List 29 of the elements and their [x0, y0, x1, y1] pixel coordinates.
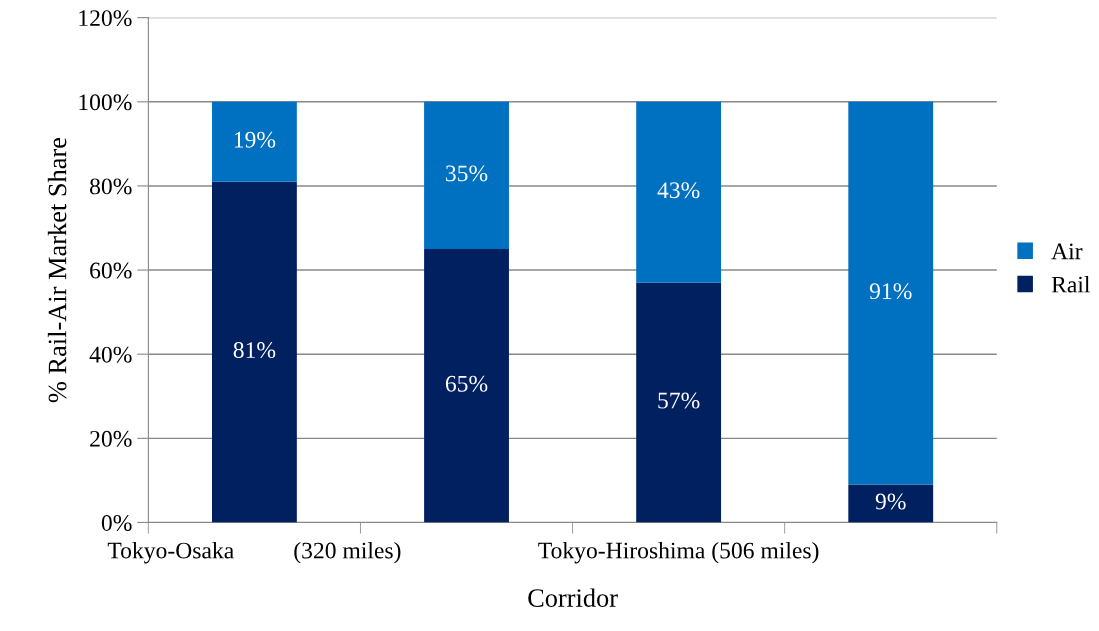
y-axis-title: % Rail-Air Market Share — [47, 137, 67, 403]
bar — [212, 181, 297, 523]
y-tick-label: 120% — [79, 10, 132, 27]
y-tick-label: 0% — [101, 514, 132, 531]
y-tick-label: 20% — [90, 430, 132, 447]
data-label: 43% — [657, 182, 700, 199]
data-label: 81% — [233, 342, 276, 359]
bar — [848, 484, 934, 523]
data-label: 35% — [446, 165, 488, 182]
x-axis-title: Corridor — [528, 588, 618, 607]
legend-label: Air — [1051, 243, 1083, 260]
bar — [212, 101, 297, 182]
data-label: 19% — [234, 131, 276, 148]
data-label: 65% — [445, 375, 488, 392]
y-tick-label: 40% — [89, 346, 132, 363]
bar — [848, 101, 934, 485]
bar — [636, 282, 722, 523]
y-tick-label: 80% — [90, 178, 132, 195]
legend-label: Rail — [1051, 275, 1090, 293]
x-tick-label: Tokyo-Hiroshima (506 miles) — [538, 541, 819, 564]
data-label: 57% — [658, 392, 700, 409]
bar — [424, 249, 509, 523]
x-tick-label: Tokyo-Osaka (320 miles) — [107, 541, 401, 564]
y-tick-label: 60% — [90, 262, 132, 279]
data-label: 9% — [875, 493, 906, 510]
bar — [636, 101, 722, 283]
y-tick-label: 100% — [79, 94, 132, 111]
bar — [424, 101, 509, 250]
data-label: 91% — [869, 283, 912, 300]
